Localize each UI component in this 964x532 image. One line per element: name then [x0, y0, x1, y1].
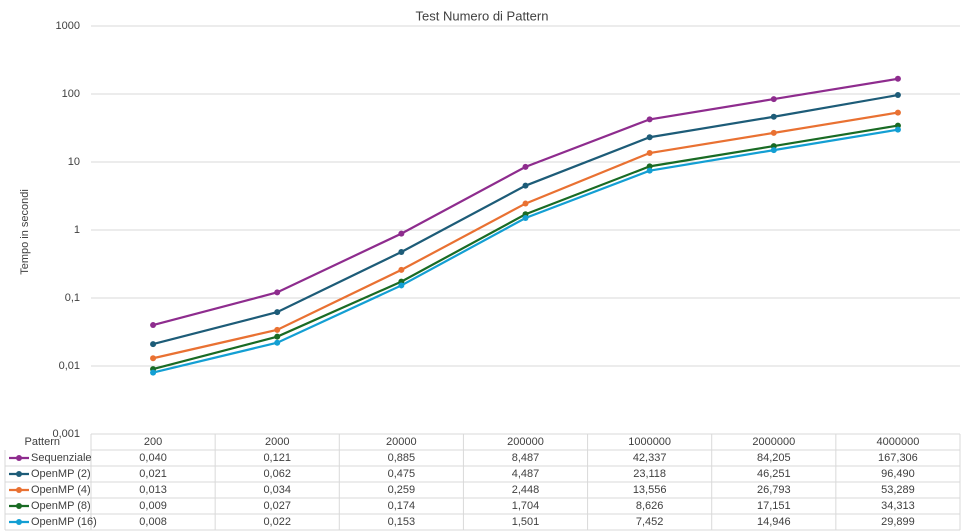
data-point [894, 126, 901, 133]
data-point [274, 309, 281, 316]
table-value: 23,118 [633, 468, 666, 480]
data-point [150, 369, 157, 376]
legend-label: OpenMP (2) [31, 468, 91, 480]
data-point [770, 147, 777, 154]
data-point [150, 355, 157, 362]
data-point [894, 92, 901, 99]
x-tick-label: 4000000 [877, 436, 920, 448]
data-point [894, 75, 901, 82]
y-tick-label: 10 [68, 156, 80, 168]
data-point [274, 326, 281, 333]
table-value: 29,899 [881, 516, 915, 528]
table-value: 0,885 [388, 452, 416, 464]
table-value: 2,448 [512, 484, 540, 496]
table-value: 0,153 [388, 516, 416, 528]
table-value: 0,040 [139, 452, 167, 464]
table-value: 167,306 [878, 452, 918, 464]
legend-marker [16, 503, 22, 509]
x-tick-label: 2000000 [752, 436, 795, 448]
table-value: 13,556 [633, 484, 667, 496]
table-value: 0,008 [139, 516, 167, 528]
table-value: 0,009 [139, 500, 167, 512]
data-point [274, 289, 281, 296]
table-value: 0,121 [263, 452, 291, 464]
chart-title: Test Numero di Pattern [416, 8, 549, 23]
y-tick-label: 0,001 [52, 428, 80, 440]
table-value: 0,259 [388, 484, 416, 496]
y-tick-label: 1 [74, 224, 80, 236]
table-value: 1,501 [512, 516, 540, 528]
table-value: 0,022 [263, 516, 291, 528]
table-value: 46,251 [757, 468, 791, 480]
table-value: 7,452 [636, 516, 664, 528]
data-point [646, 134, 653, 141]
data-point [522, 182, 529, 189]
y-axis-label: Tempo in secondi [19, 189, 31, 275]
table-value: 0,021 [139, 468, 167, 480]
y-tick-label: 1000 [56, 20, 80, 32]
table-value: 14,946 [757, 516, 791, 528]
data-point [274, 333, 281, 340]
table-value: 0,013 [139, 484, 167, 496]
table-value: 0,034 [263, 484, 291, 496]
table-value: 53,289 [881, 484, 915, 496]
table-value: 0,174 [388, 500, 416, 512]
legend-marker [16, 487, 22, 493]
data-point [522, 163, 529, 170]
table-value: 84,205 [757, 452, 791, 464]
data-point [398, 230, 405, 237]
table-value: 4,487 [512, 468, 540, 480]
x-tick-label: 20000 [386, 436, 417, 448]
table-value: 0,062 [263, 468, 291, 480]
data-point [770, 129, 777, 136]
x-axis-label: Pattern [25, 436, 60, 448]
x-tick-label: 200000 [507, 436, 544, 448]
data-point [894, 109, 901, 116]
table-value: 8,626 [636, 500, 664, 512]
table-value: 34,313 [881, 500, 915, 512]
legend-marker [16, 471, 22, 477]
legend-label: OpenMP (8) [31, 500, 91, 512]
data-point [770, 96, 777, 103]
data-point [646, 163, 653, 170]
data-point [646, 167, 653, 174]
table-value: 42,337 [633, 452, 667, 464]
legend-label: OpenMP (4) [31, 484, 91, 496]
legend-label: Sequenziale [31, 452, 92, 464]
x-tick-label: 200 [144, 436, 162, 448]
table-value: 96,490 [881, 468, 915, 480]
data-point [522, 215, 529, 222]
data-point [646, 116, 653, 123]
y-tick-label: 0,01 [59, 360, 80, 372]
legend-marker [16, 519, 22, 525]
legend-marker [16, 455, 22, 461]
data-point [646, 150, 653, 157]
legend-label: OpenMP (16) [31, 516, 97, 528]
data-point [770, 113, 777, 120]
table-value: 26,793 [757, 484, 791, 496]
table-value: 0,027 [263, 500, 291, 512]
data-point [398, 282, 405, 289]
data-point [274, 339, 281, 346]
data-point [150, 341, 157, 348]
table-value: 8,487 [512, 452, 540, 464]
table-value: 0,475 [388, 468, 416, 480]
y-tick-label: 100 [62, 88, 80, 100]
table-value: 17,151 [757, 500, 791, 512]
data-point [522, 200, 529, 207]
series-line [152, 111, 899, 360]
table-value: 1,704 [512, 500, 540, 512]
data-point [150, 322, 157, 329]
x-tick-label: 1000000 [628, 436, 671, 448]
x-tick-label: 2000 [265, 436, 289, 448]
y-tick-label: 0,1 [65, 292, 80, 304]
data-point [398, 266, 405, 273]
data-point [398, 248, 405, 255]
